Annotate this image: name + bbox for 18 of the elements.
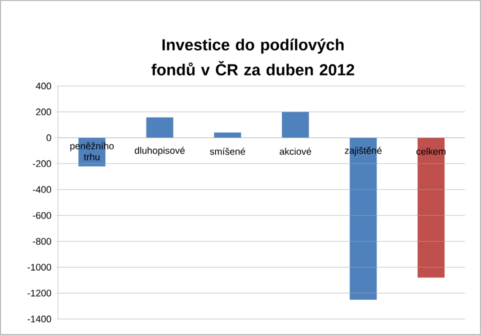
x-tick-label: akciové <box>280 148 312 155</box>
bar <box>418 138 445 278</box>
y-tick-label: -400 <box>32 186 52 193</box>
y-tick-label: -200 <box>32 160 52 168</box>
y-tick-label: -1400 <box>28 316 52 322</box>
y-tick-label: 400 <box>36 82 52 90</box>
bar <box>282 112 309 138</box>
bar <box>214 132 242 138</box>
y-tick-label: -1200 <box>28 290 52 296</box>
y-tick-label: -600 <box>32 212 52 219</box>
y-tick-label: -800 <box>32 238 52 245</box>
x-tick-label: dluhopisové <box>134 146 185 156</box>
bar <box>146 117 174 138</box>
x-tick-label: smíšené <box>210 148 246 155</box>
y-tick-label: -1000 <box>28 264 52 271</box>
y-tick-label: 200 <box>36 108 52 116</box>
chart-title: Investice do podílových fondů v ČR za duben 2012 <box>151 38 354 76</box>
y-tick-label: 0 <box>46 134 52 142</box>
